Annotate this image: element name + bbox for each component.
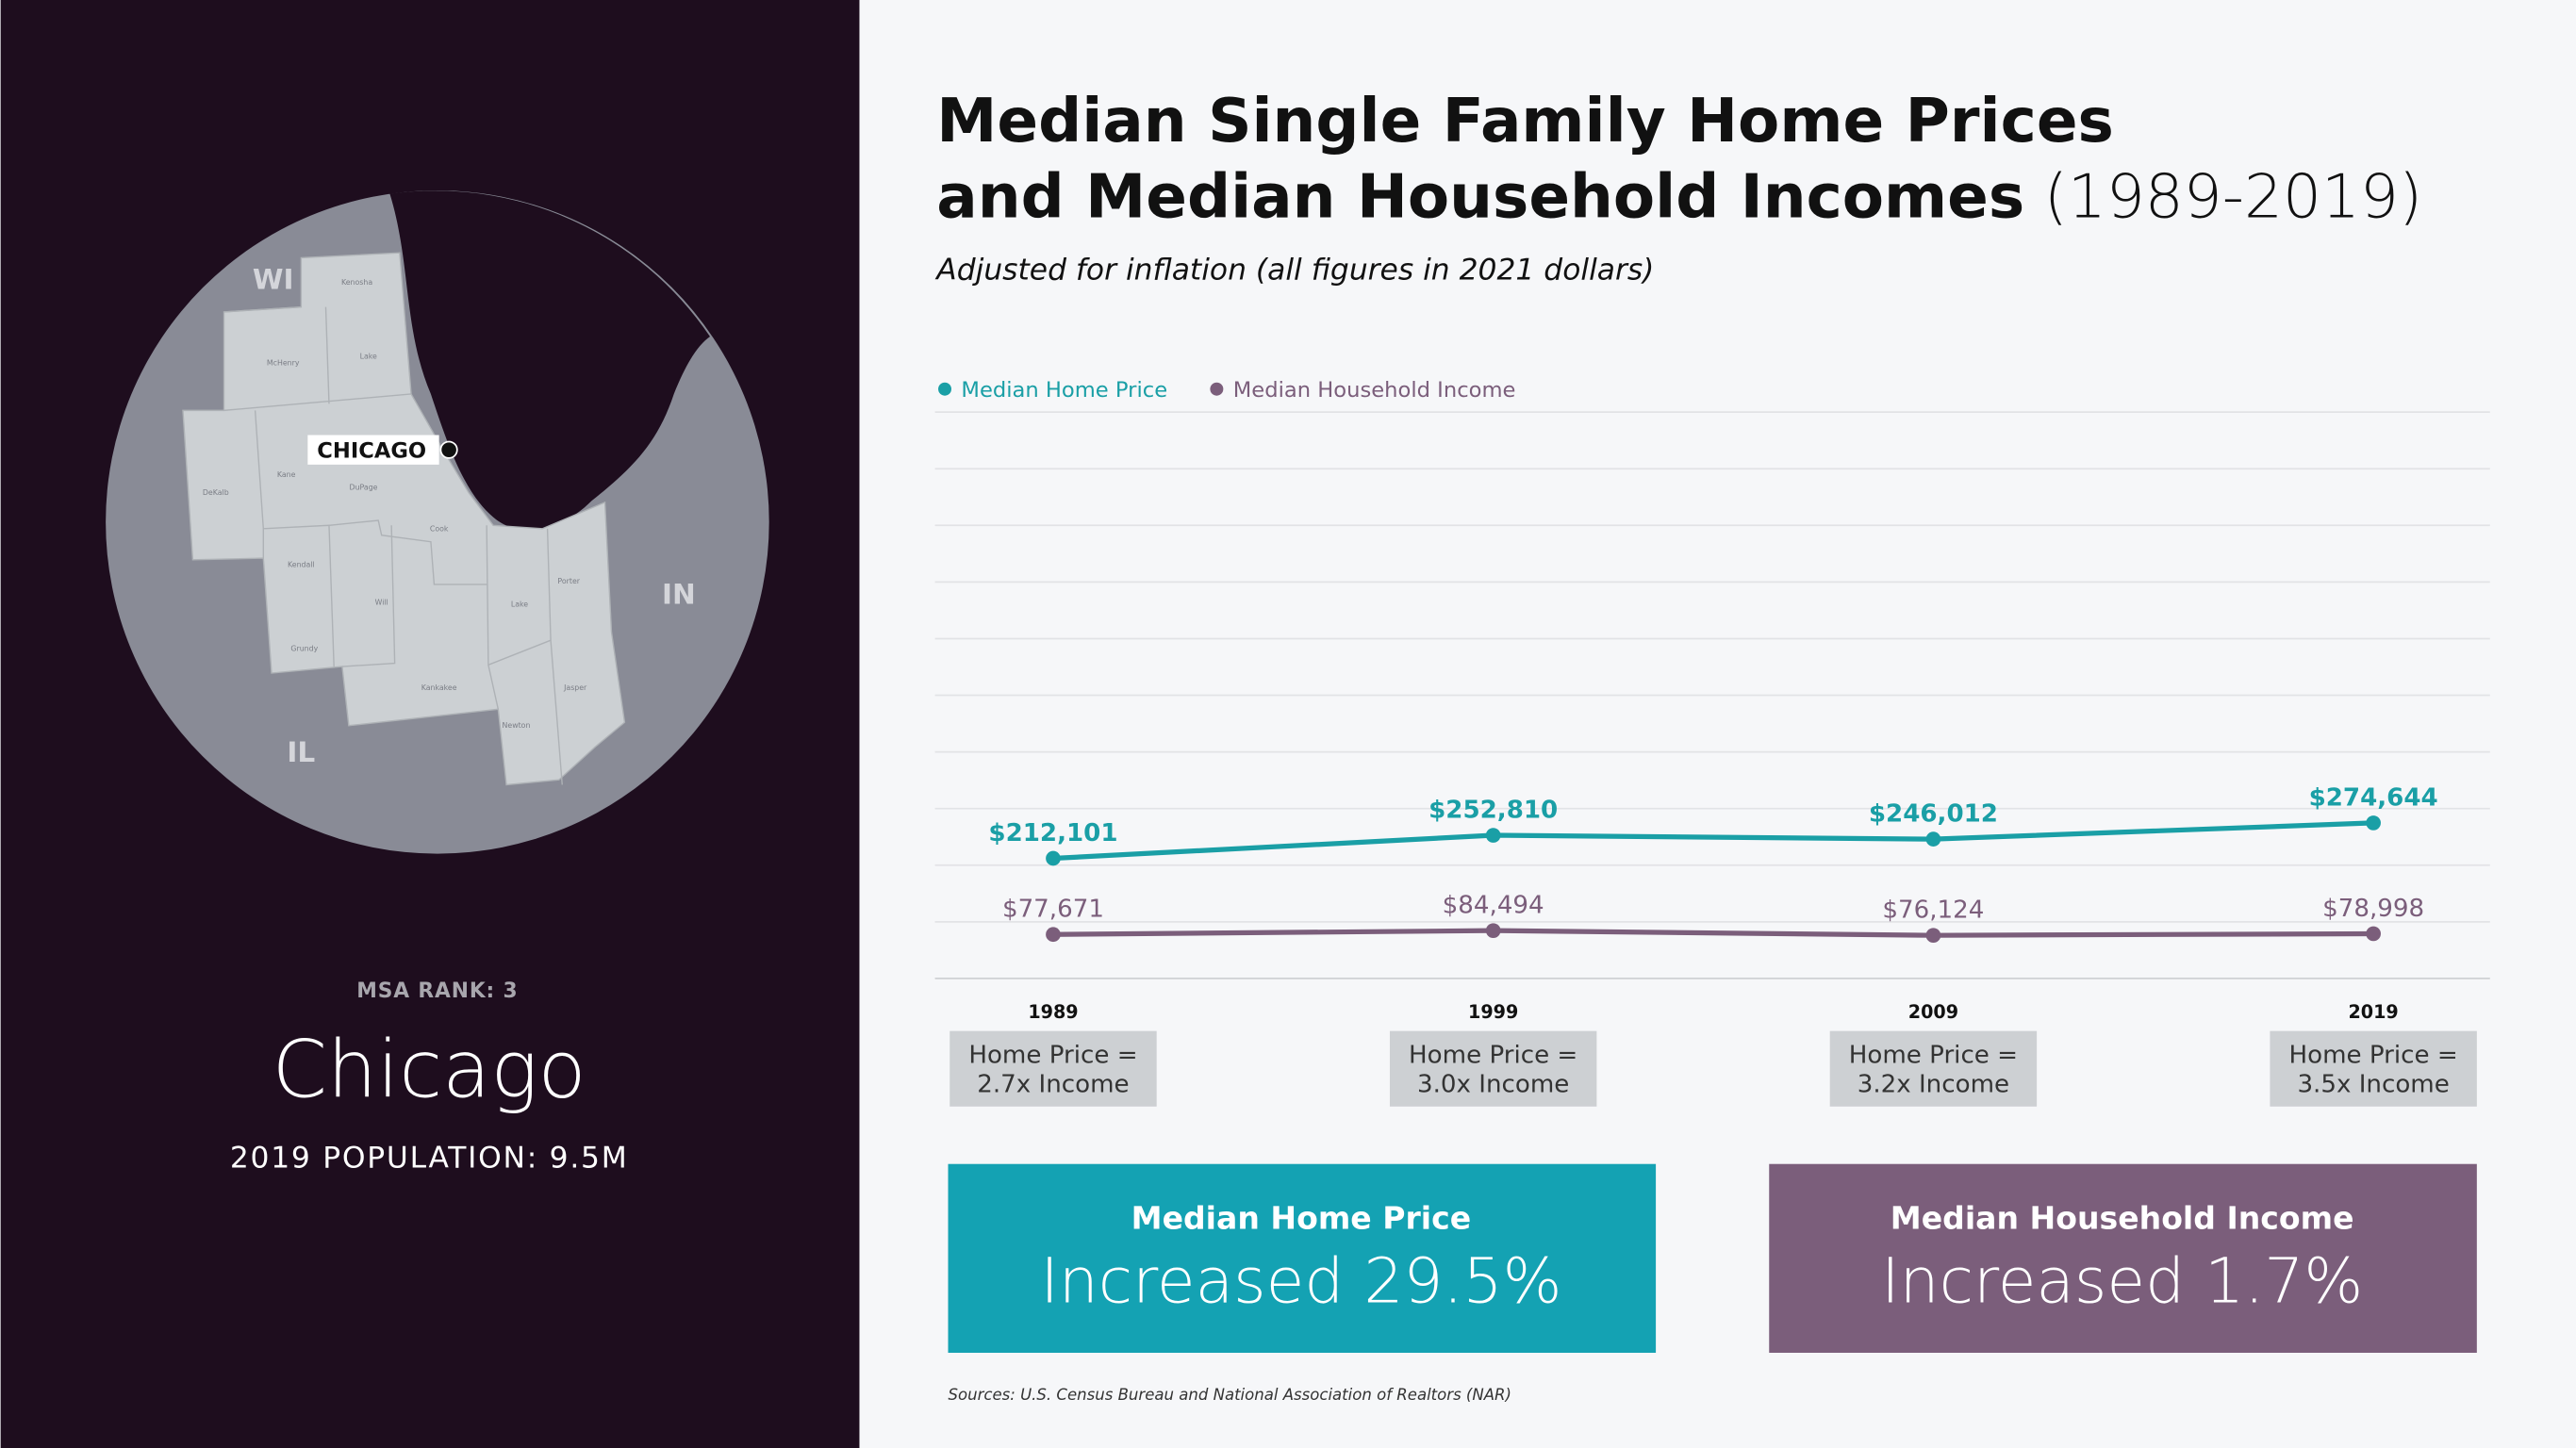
county-label: Kendall <box>288 561 315 569</box>
county-label: DuPage <box>350 484 378 492</box>
ratio-box <box>1829 1030 2038 1107</box>
county-label: Porter <box>557 577 580 585</box>
map: WI IL IN CHICAGO Kenosha McHenry Lake Kane DeKal… <box>106 190 769 854</box>
value-label: $252,810 <box>1428 796 1558 824</box>
city-dot <box>439 440 458 459</box>
data-point <box>1925 831 1941 847</box>
city-label: CHICAGO <box>317 438 426 463</box>
value-label: $246,012 <box>1869 800 1998 829</box>
ratio-label: Home Price = <box>968 1041 1137 1069</box>
data-point <box>1046 927 1061 943</box>
county-label: DeKalb <box>203 488 229 497</box>
county-label: Grundy <box>290 644 318 652</box>
legend-marker <box>1210 382 1224 396</box>
value-label: $76,124 <box>1882 897 1984 925</box>
x-tick-label: 1989 <box>1028 1001 1078 1023</box>
ratio-box <box>2270 1030 2477 1107</box>
lake <box>389 190 710 531</box>
summary-heading: Median Home Price <box>1131 1199 1472 1236</box>
chart-title-line: and Median Household Incomes <box>936 161 2024 232</box>
city-label-bg <box>307 435 439 465</box>
county-lines <box>223 305 563 785</box>
county-label: Cook <box>430 524 449 533</box>
city-name: Chicago <box>272 1024 586 1116</box>
summary-heading: Median Household Income <box>1891 1199 2354 1236</box>
chart-title: and Median Household Incomes (1989-2019) <box>936 161 2422 232</box>
ratio-label: 3.2x Income <box>1858 1071 2009 1099</box>
value-label: $274,644 <box>2309 783 2438 812</box>
ratio-label: 3.0x Income <box>1417 1071 1569 1099</box>
ratio-box <box>949 1030 1157 1107</box>
legend-label: Median Household Income <box>1233 378 1516 403</box>
county-label: Kankakee <box>421 683 457 692</box>
value-label: $84,494 <box>1443 892 1544 920</box>
msa-rank: MSA RANK: 3 <box>356 979 518 1003</box>
x-tick-label: 2009 <box>1908 1001 1958 1023</box>
value-label: $212,101 <box>988 819 1117 847</box>
value-label: $77,671 <box>1002 896 1104 924</box>
series-line <box>1052 928 2374 938</box>
legend-marker <box>938 382 951 396</box>
source: Sources: U.S. Census Bureau and National… <box>949 1386 1512 1404</box>
series-line <box>1052 820 2374 862</box>
data-point <box>1485 828 1501 843</box>
x-tick-label: 2019 <box>2348 1001 2398 1023</box>
county-label: Kenosha <box>341 278 372 287</box>
legend-label: Median Home Price <box>961 378 1167 403</box>
ratio-label: 2.7x Income <box>977 1071 1129 1099</box>
summary-box <box>1769 1163 2477 1353</box>
summary-text: Increased 1.7% <box>1881 1245 2363 1318</box>
chart-subtitle: Adjusted for inflation (all figures in 2… <box>934 253 1654 287</box>
ratio-label: Home Price = <box>1849 1041 2018 1069</box>
county-label: Lake <box>511 600 528 608</box>
county-label: McHenry <box>267 358 300 367</box>
data-point <box>1046 850 1061 866</box>
county-label: Will <box>375 599 388 607</box>
population: 2019 POPULATION: 9.5M <box>230 1141 629 1175</box>
county-label: Kane <box>277 470 296 479</box>
ratio-label: Home Price = <box>2288 1041 2457 1069</box>
chart-title: Median Single Family Home Prices <box>936 86 2114 156</box>
state-label: WI <box>253 263 294 295</box>
value-label: $78,998 <box>2322 895 2424 923</box>
summary-box <box>948 1163 1657 1353</box>
chart-title-years: (1989-2019) <box>2044 161 2422 232</box>
data-point <box>1925 928 1941 944</box>
state-label: IL <box>287 736 315 768</box>
x-tick-label: 1999 <box>1468 1001 1518 1023</box>
county-label: Newton <box>503 721 531 730</box>
counties <box>182 252 626 786</box>
ratio-label: 3.5x Income <box>2297 1071 2449 1099</box>
state-label: IN <box>662 579 696 611</box>
ratio-label: Home Price = <box>1409 1041 1577 1069</box>
data-point <box>2366 815 2381 831</box>
county-label: Jasper <box>563 683 587 692</box>
county-label: Lake <box>360 352 377 360</box>
ratio-box <box>1389 1030 1597 1107</box>
data-point <box>2366 926 2381 942</box>
summary-text: Increased 29.5% <box>1040 1245 1561 1318</box>
data-point <box>1485 923 1501 939</box>
